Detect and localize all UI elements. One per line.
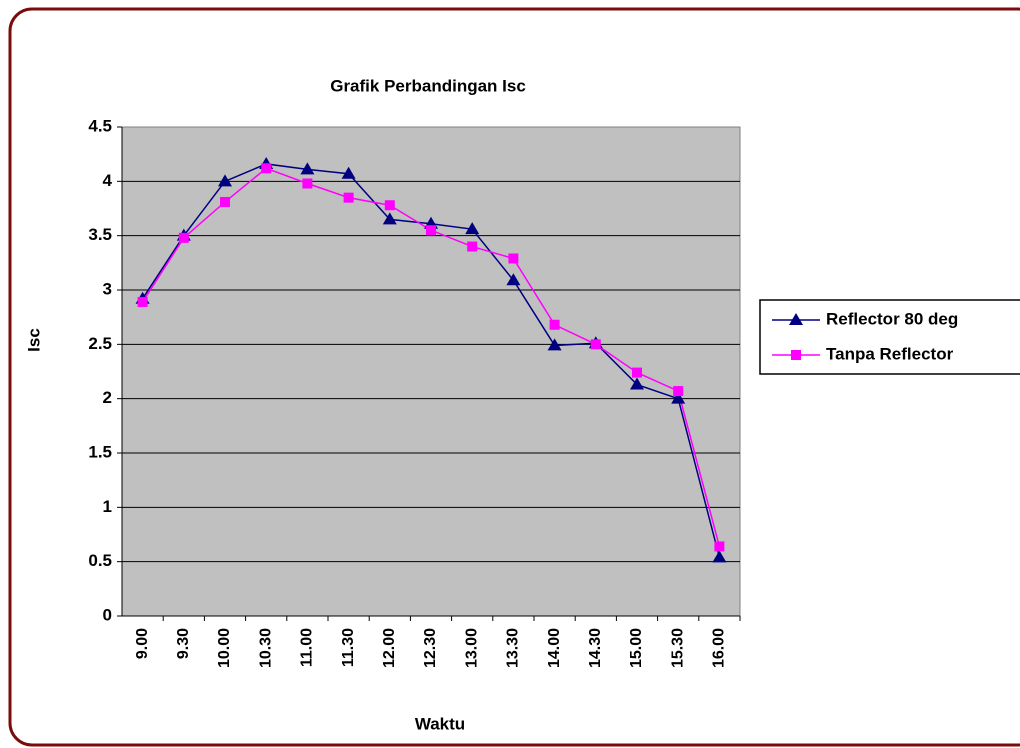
y-tick-label: 0.5 — [88, 551, 112, 570]
series-marker — [382, 212, 397, 225]
series-marker — [220, 196, 230, 207]
legend-box — [759, 299, 1020, 375]
x-tick-label: 14.30 — [587, 628, 604, 668]
series-marker — [137, 296, 148, 307]
y-tick-label: 3 — [103, 279, 112, 298]
series-marker — [384, 200, 395, 211]
x-tick-label: 14.00 — [546, 628, 563, 668]
y-tick-label: 2.5 — [88, 334, 112, 353]
x-tick-label: 10.00 — [216, 628, 233, 668]
x-tick-label: 11.00 — [299, 628, 316, 667]
plot-area — [121, 126, 741, 617]
series-marker — [218, 174, 232, 187]
series-marker — [714, 541, 725, 552]
y-tick-label: 1.5 — [88, 442, 112, 461]
series-marker — [712, 550, 727, 563]
y-tick-label: 1 — [103, 497, 112, 516]
legend-swatch-marker — [789, 313, 803, 325]
series-marker — [549, 319, 560, 330]
series-marker — [465, 222, 480, 235]
legend-swatch-marker — [791, 350, 801, 360]
series-marker — [467, 241, 478, 252]
chart-title: Grafik Perbandingan Isc — [330, 76, 526, 95]
x-tick-label: 11.30 — [340, 628, 357, 667]
series-marker — [508, 253, 519, 264]
series-marker — [506, 273, 521, 286]
series-marker — [178, 232, 189, 243]
y-tick-label: 0 — [103, 605, 112, 624]
series-marker — [261, 163, 272, 174]
x-tick-label: 16.00 — [711, 628, 728, 668]
legend-label: Reflector 80 deg — [826, 309, 958, 328]
y-tick-label: 4 — [103, 171, 113, 190]
y-tick-label: 4.5 — [88, 116, 112, 135]
x-axis-title: Waktu — [415, 714, 465, 733]
series-marker — [671, 391, 686, 404]
x-tick-label: 13.00 — [463, 628, 480, 668]
series-marker — [632, 367, 642, 378]
series-marker — [630, 377, 644, 390]
series-marker — [547, 338, 562, 351]
x-tick-label: 9.30 — [175, 628, 192, 659]
series-marker — [300, 162, 315, 175]
y-axis-title: Isc — [24, 328, 43, 352]
series-marker — [590, 339, 601, 350]
x-tick-label: 13.30 — [505, 628, 522, 668]
series-marker — [673, 386, 684, 397]
y-tick-label: 3.5 — [88, 225, 112, 244]
x-tick-label: 12.00 — [381, 628, 398, 668]
series-marker — [343, 192, 354, 203]
series-marker — [341, 166, 356, 179]
series-marker — [426, 225, 436, 236]
x-tick-label: 15.00 — [628, 628, 645, 668]
x-tick-label: 12.30 — [422, 628, 439, 668]
y-tick-label: 2 — [103, 388, 112, 407]
x-tick-label: 15.30 — [669, 628, 686, 668]
x-tick-label: 10.30 — [257, 628, 274, 668]
series-marker — [302, 178, 313, 189]
x-tick-label: 9.00 — [134, 628, 151, 659]
legend-label: Tanpa Reflector — [826, 344, 954, 363]
